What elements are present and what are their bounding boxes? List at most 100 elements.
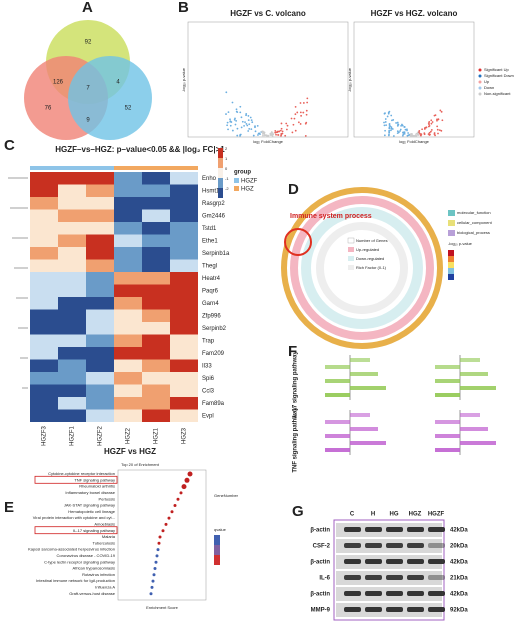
pathway-label: Graft-versus-host disease — [69, 591, 116, 596]
heat-cell — [86, 334, 114, 347]
point — [388, 133, 390, 136]
heat-cell — [142, 284, 170, 297]
heat-cell — [142, 334, 170, 347]
heat-cell — [58, 384, 86, 397]
heat-cell — [114, 259, 142, 272]
point — [247, 115, 250, 117]
heat-cell — [142, 272, 170, 285]
point — [280, 122, 283, 125]
dot — [161, 529, 165, 533]
dot — [176, 497, 180, 501]
point — [384, 129, 386, 132]
ring — [301, 207, 423, 329]
point — [406, 129, 408, 132]
heat-cell — [86, 234, 114, 247]
heat-cell — [114, 359, 142, 372]
heat-cell — [170, 322, 198, 335]
lane-label: HGZ — [409, 512, 422, 518]
point — [383, 121, 385, 124]
heat-cell — [30, 384, 58, 397]
point — [390, 126, 393, 129]
heat-cell — [114, 334, 142, 347]
bar — [325, 448, 350, 452]
point — [256, 124, 259, 127]
point — [269, 132, 272, 135]
heat-cell — [30, 347, 58, 360]
heat-cell — [114, 372, 142, 385]
highlight-box — [34, 526, 118, 535]
pathway-label: Rheumatoid arthritis — [79, 484, 115, 489]
point — [299, 111, 302, 114]
point — [231, 129, 234, 132]
mass-label: 92kDa — [450, 608, 468, 614]
point — [226, 124, 229, 127]
legend-title: GeneNumber — [214, 493, 239, 498]
heat-cell — [30, 372, 58, 385]
gene-label: Fam89a — [202, 401, 225, 407]
band — [386, 591, 403, 596]
color-scale — [218, 188, 223, 198]
mass-label: 42kDa — [450, 528, 468, 534]
heat-cell — [30, 222, 58, 235]
dot — [170, 510, 174, 514]
legend-swatch — [478, 80, 482, 84]
band — [428, 575, 445, 580]
group-bar — [114, 166, 142, 170]
point — [247, 119, 250, 122]
heat-cell — [114, 184, 142, 197]
point — [293, 117, 296, 120]
point — [278, 130, 281, 133]
heat-cell — [142, 297, 170, 310]
scale-label: -1 — [225, 176, 229, 181]
point — [390, 129, 392, 132]
band — [365, 543, 382, 548]
point — [286, 124, 289, 127]
point — [300, 114, 303, 117]
ring — [290, 196, 434, 340]
lane-label: HG — [390, 512, 399, 518]
point — [423, 133, 426, 136]
color-scale — [218, 158, 223, 168]
point — [236, 111, 239, 114]
point — [407, 132, 410, 134]
scale-label: -2 — [225, 186, 229, 191]
bar — [460, 372, 488, 376]
bar — [325, 365, 350, 369]
point — [241, 120, 244, 123]
point — [280, 132, 283, 135]
point — [270, 134, 272, 136]
band — [386, 607, 403, 612]
point — [251, 121, 254, 124]
legend-label: HGZF — [241, 179, 258, 185]
point — [243, 125, 245, 127]
protein-label: β-actin — [310, 528, 330, 534]
heat-cell — [170, 409, 198, 422]
legend-label: Down — [484, 85, 494, 90]
heat-cell — [142, 309, 170, 322]
point — [294, 113, 297, 116]
sample-label: HGZ1 — [154, 427, 160, 444]
dot — [150, 585, 154, 589]
legend-swatch — [478, 68, 482, 72]
group-bar — [170, 166, 198, 170]
point — [431, 121, 434, 123]
point — [385, 124, 388, 127]
legend-label: HGZ — [241, 187, 254, 193]
legend-label: Number of Genes — [356, 238, 388, 243]
color-scale — [448, 250, 454, 256]
dot — [156, 548, 160, 552]
point — [421, 128, 424, 131]
point — [384, 118, 387, 120]
point — [388, 129, 391, 132]
heat-cell — [86, 309, 114, 322]
point — [239, 135, 241, 137]
heat-cell — [86, 172, 114, 185]
point — [262, 134, 264, 137]
lane-label: HGZF — [428, 512, 445, 518]
point — [412, 134, 415, 137]
venn-count: 9 — [86, 118, 90, 124]
point — [430, 119, 433, 122]
point — [401, 124, 404, 127]
heat-cell — [58, 259, 86, 272]
band — [344, 607, 361, 612]
